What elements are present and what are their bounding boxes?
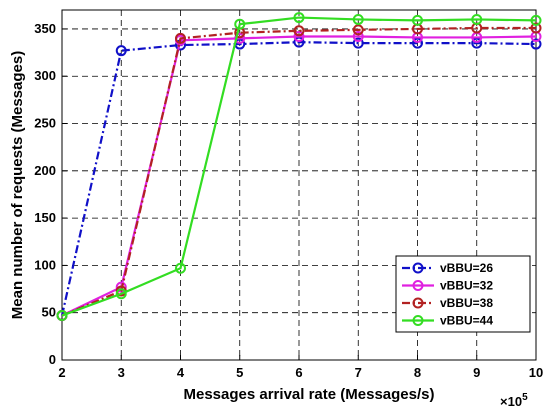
data-point bbox=[412, 14, 423, 26]
y-axis-ticks: 0 50 100 150 200 250 300 350 bbox=[34, 21, 67, 367]
y-axis-label: Mean number of requests (Messages) bbox=[9, 51, 26, 319]
data-point bbox=[352, 37, 364, 49]
x-tick-label: 9 bbox=[473, 365, 480, 380]
x-tick-label: 4 bbox=[177, 365, 185, 380]
data-point bbox=[293, 30, 305, 42]
data-point bbox=[175, 32, 186, 44]
y-tick-label: 200 bbox=[34, 163, 56, 178]
legend-item: vBBU=44 bbox=[402, 314, 493, 328]
data-point bbox=[115, 288, 127, 300]
y-tick-label: 0 bbox=[49, 352, 56, 367]
legend-label: vBBU=44 bbox=[440, 314, 493, 328]
legend-marker bbox=[412, 297, 424, 309]
data-point bbox=[56, 310, 68, 322]
data-point bbox=[115, 45, 127, 57]
data-point bbox=[530, 38, 542, 50]
legend-marker bbox=[412, 315, 424, 326]
series-line bbox=[61, 35, 537, 317]
data-point bbox=[115, 281, 127, 293]
x-tick-label: 8 bbox=[414, 365, 421, 380]
series-line bbox=[61, 16, 537, 317]
x-tick-label: 3 bbox=[118, 365, 125, 380]
x-tick-label: 10 bbox=[529, 365, 543, 380]
x-axis-multiplier: ×105 bbox=[500, 392, 528, 409]
x-tick-label: 5 bbox=[236, 365, 243, 380]
series-line bbox=[60, 41, 537, 316]
data-point bbox=[175, 262, 186, 274]
data-point bbox=[293, 36, 305, 48]
x-axis-label: Messages arrival rate (Messages/s) bbox=[184, 386, 435, 403]
y-tick-label: 50 bbox=[42, 305, 56, 320]
data-point bbox=[352, 13, 364, 25]
x-axis-multiplier-base: ×10 bbox=[500, 394, 522, 409]
x-tick-label: 2 bbox=[58, 365, 65, 380]
legend: vBBU=26 vBBU=32 vBBU=38 vBBU=44 bbox=[395, 255, 531, 333]
y-tick-label: 350 bbox=[34, 21, 56, 36]
y-tick-label: 100 bbox=[34, 257, 56, 272]
data-point bbox=[530, 22, 542, 34]
legend-marker bbox=[412, 262, 424, 274]
legend-marker bbox=[412, 280, 424, 291]
x-axis-ticks: 2 3 4 5 6 7 8 9 10 bbox=[58, 355, 543, 380]
data-point bbox=[293, 25, 305, 37]
legend-item: vBBU=26 bbox=[402, 261, 493, 275]
legend-label: vBBU=32 bbox=[440, 279, 493, 293]
y-tick-label: 150 bbox=[34, 210, 56, 225]
data-point bbox=[352, 30, 364, 42]
data-point bbox=[352, 24, 364, 36]
legend-label: vBBU=26 bbox=[440, 261, 493, 275]
legend-label: vBBU=38 bbox=[440, 296, 493, 310]
x-tick-label: 7 bbox=[355, 365, 362, 380]
series-group bbox=[56, 12, 542, 322]
data-point bbox=[471, 13, 483, 25]
data-point bbox=[234, 18, 246, 30]
legend-item: vBBU=38 bbox=[402, 296, 493, 310]
x-tick-label: 6 bbox=[295, 365, 302, 380]
x-axis-multiplier-exponent: 5 bbox=[522, 392, 528, 403]
data-point bbox=[530, 14, 542, 26]
y-tick-label: 300 bbox=[34, 68, 56, 83]
series-vbbu-44 bbox=[56, 12, 542, 322]
data-point bbox=[293, 12, 305, 24]
data-point bbox=[471, 37, 483, 49]
series-line bbox=[61, 26, 536, 317]
legend-box bbox=[395, 255, 531, 333]
y-tick-label: 250 bbox=[34, 116, 56, 131]
data-point bbox=[412, 37, 423, 49]
legend-item: vBBU=32 bbox=[402, 279, 493, 293]
